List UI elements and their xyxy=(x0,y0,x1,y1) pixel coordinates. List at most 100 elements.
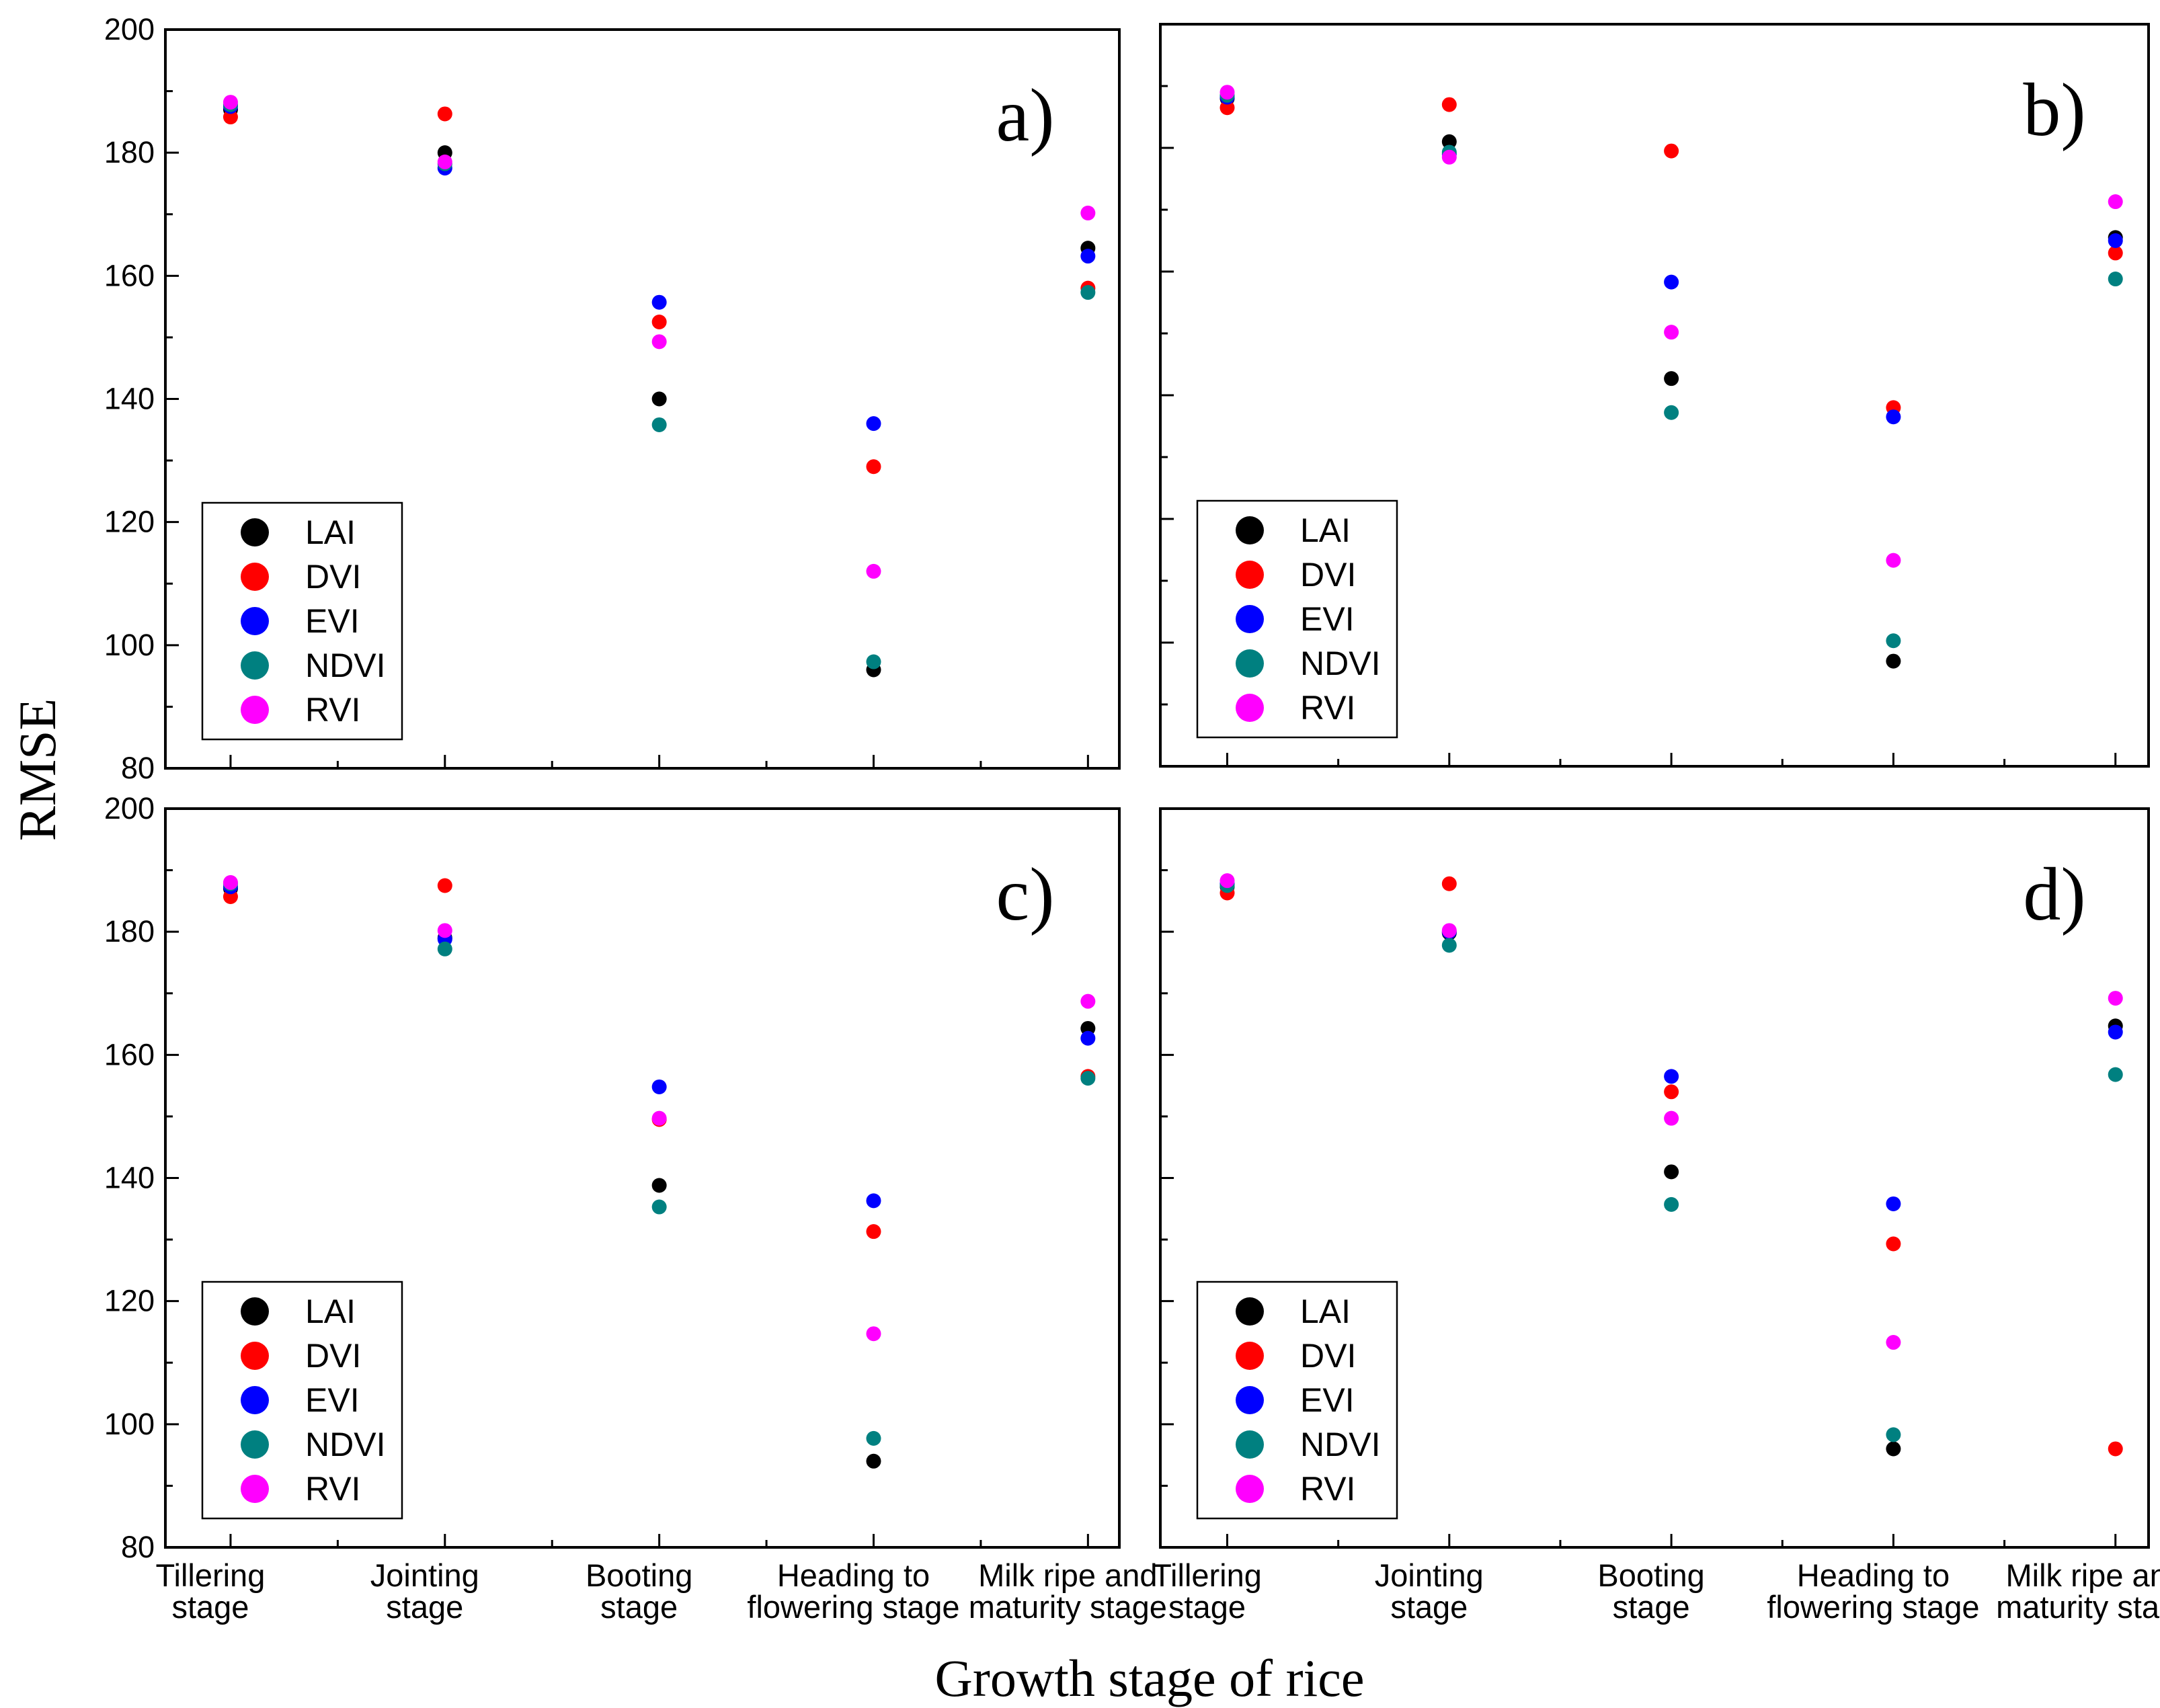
legend-marker-evi xyxy=(1236,605,1264,633)
x-tick-label: stage xyxy=(171,1589,249,1625)
data-point-lai xyxy=(1886,1441,1901,1457)
panel-c: 80100120140160180200TilleringstageJointi… xyxy=(104,791,1167,1625)
y-tick-label: 100 xyxy=(104,628,155,662)
data-point-lai xyxy=(1886,653,1901,669)
data-point-lai xyxy=(866,1453,881,1469)
legend-label: RVI xyxy=(1300,1470,1355,1508)
legend-label: LAI xyxy=(1300,1293,1351,1330)
x-tick-label: Heading to xyxy=(1797,1557,1950,1593)
data-point-evi xyxy=(651,294,667,310)
data-point-rvi xyxy=(866,563,881,579)
legend-label: LAI xyxy=(305,1293,356,1330)
data-point-rvi xyxy=(2108,194,2123,210)
data-point-rvi xyxy=(1441,149,1457,165)
data-point-dvi xyxy=(2108,245,2123,261)
panels-layer: 80100120140160180200a)LAIDVIEVINDVIRVIb)… xyxy=(104,12,2160,1625)
legend-marker-dvi xyxy=(241,1342,269,1370)
legend-label: EVI xyxy=(1300,600,1355,638)
x-tick-label: flowering stage xyxy=(1767,1589,1979,1625)
x-tick-label: maturity stage xyxy=(969,1589,1167,1625)
data-point-evi xyxy=(651,1079,667,1094)
data-point-rvi xyxy=(651,334,667,350)
legend-marker-evi xyxy=(241,1386,269,1414)
data-point-evi xyxy=(1886,409,1901,425)
legend-box xyxy=(1196,499,1398,739)
data-point-rvi xyxy=(1080,993,1096,1009)
x-tick-label: Booting xyxy=(1597,1557,1704,1593)
legend-label: LAI xyxy=(305,514,356,551)
y-tick-label: 80 xyxy=(121,1530,155,1564)
panel-label: c) xyxy=(996,853,1054,936)
panel-b: b) LAI DVI EVI NDVI RVI xyxy=(1159,23,2150,768)
legend-label: DVI xyxy=(305,558,361,596)
legend-marker-dvi xyxy=(241,563,269,591)
data-point-rvi xyxy=(1886,1335,1901,1350)
data-point-ndvi xyxy=(2108,272,2123,287)
data-point-dvi xyxy=(437,878,452,893)
data-point-rvi xyxy=(437,923,452,938)
legend-label: RVI xyxy=(305,1470,360,1508)
legend-marker-lai xyxy=(1236,516,1264,544)
y-tick-label: 80 xyxy=(121,751,155,785)
legend-marker-ndvi xyxy=(1236,1430,1264,1459)
legend-marker-rvi xyxy=(241,1475,269,1503)
y-tick-label: 160 xyxy=(104,1037,155,1071)
x-tick-label: stage xyxy=(386,1589,463,1625)
y-tick-label: 100 xyxy=(104,1407,155,1441)
y-tick-label: 180 xyxy=(104,914,155,948)
data-point-rvi xyxy=(1886,553,1901,568)
data-point-dvi xyxy=(2108,1441,2123,1457)
legend-marker-dvi xyxy=(1236,1342,1264,1370)
data-point-rvi xyxy=(223,875,238,890)
legend-label: RVI xyxy=(305,691,360,729)
data-point-dvi xyxy=(1886,1236,1901,1252)
data-point-evi xyxy=(1080,1030,1096,1046)
data-point-rvi xyxy=(1219,873,1235,889)
data-point-evi xyxy=(1886,1196,1901,1211)
legend-marker-evi xyxy=(241,607,269,635)
legend-label: DVI xyxy=(305,1337,361,1375)
legend-marker-lai xyxy=(241,518,269,546)
data-point-dvi xyxy=(223,110,238,125)
legend-marker-dvi xyxy=(1236,561,1264,589)
legend-marker-lai xyxy=(1236,1297,1264,1326)
y-tick-label: 200 xyxy=(104,791,155,825)
x-tick-label: Jointing xyxy=(370,1557,479,1593)
panel-d: TilleringstageJointingstageBootingstageH… xyxy=(1152,807,2160,1625)
data-point-lai xyxy=(651,1178,667,1193)
data-point-ndvi xyxy=(1441,938,1457,953)
legend-label: EVI xyxy=(305,1381,360,1419)
data-point-dvi xyxy=(866,459,881,475)
y-tick-label: 120 xyxy=(104,505,155,539)
data-point-rvi xyxy=(1219,85,1235,100)
x-tick-label: Tillering xyxy=(156,1557,266,1593)
data-point-rvi xyxy=(2108,991,2123,1006)
data-point-evi xyxy=(2108,233,2123,248)
data-point-ndvi xyxy=(866,654,881,669)
data-point-ndvi xyxy=(1886,1427,1901,1442)
data-point-dvi xyxy=(1441,97,1457,112)
data-point-dvi xyxy=(1664,143,1679,159)
y-tick-label: 120 xyxy=(104,1284,155,1318)
data-point-dvi xyxy=(866,1224,881,1239)
data-point-ndvi xyxy=(651,417,667,432)
legend-marker-ndvi xyxy=(241,1430,269,1459)
panel-a: 80 100 120 140 160 180 200 a) LAI DVI EVI NDVI RVI xyxy=(104,12,1121,785)
x-tick-label: Jointing xyxy=(1375,1557,1484,1593)
legend-label: NDVI xyxy=(1300,645,1380,682)
y-tick-label: 140 xyxy=(104,382,155,416)
data-point-evi xyxy=(866,1193,881,1209)
legend-label: NDVI xyxy=(305,1426,385,1463)
legend-label: EVI xyxy=(305,602,360,640)
y-tick-label: 200 xyxy=(104,12,155,46)
x-tick-label: Milk ripe and xyxy=(978,1557,1157,1593)
data-point-lai xyxy=(1664,371,1679,387)
x-tick-label: stage xyxy=(1168,1589,1246,1625)
data-point-lai xyxy=(1664,1164,1679,1180)
data-point-dvi xyxy=(1441,876,1457,891)
legend-marker-lai xyxy=(241,1297,269,1326)
legend-label: NDVI xyxy=(305,647,385,684)
legend-label: DVI xyxy=(1300,556,1356,594)
legend-marker-ndvi xyxy=(241,651,269,680)
